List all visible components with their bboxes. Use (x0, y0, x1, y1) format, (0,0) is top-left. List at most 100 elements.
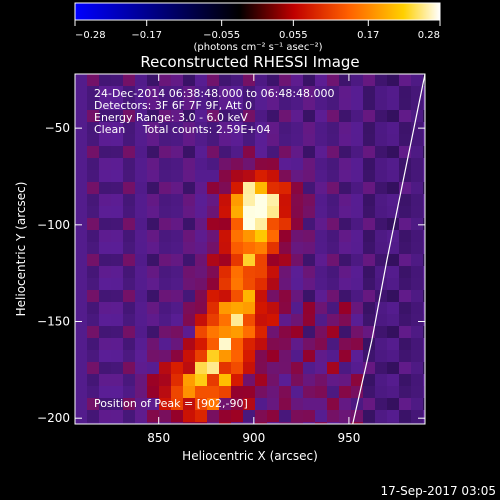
heatmap-cell (219, 242, 232, 255)
heatmap-cell (363, 278, 376, 291)
heatmap-cell (423, 194, 425, 207)
heatmap-cell (255, 386, 268, 399)
heatmap-cell (279, 302, 292, 315)
heatmap-cell (327, 110, 340, 123)
heatmap-cell (171, 146, 184, 159)
heatmap-cell (363, 410, 376, 423)
heatmap-cell (195, 98, 208, 111)
heatmap-cell (147, 266, 160, 279)
x-axis-label: Heliocentric X (arcsec) (182, 449, 318, 463)
heatmap-cell (207, 302, 220, 315)
y-axis-ticks: −50 −100 −150 −200 (37, 121, 425, 425)
heatmap-cell (135, 98, 148, 111)
heatmap-cell (147, 326, 160, 339)
heatmap-cell (279, 230, 292, 243)
heatmap-cell (351, 266, 364, 279)
heatmap-cell (111, 338, 124, 351)
heatmap-cell (327, 86, 340, 99)
heatmap-cell (267, 134, 280, 147)
heatmap-cell (147, 290, 160, 303)
heatmap-cell (171, 278, 184, 291)
heatmap-cell (255, 374, 268, 387)
heatmap-cell (267, 182, 280, 195)
colorbar-ticks: −0.28 −0.17 −0.055 0.055 0.17 0.28 (74, 20, 441, 41)
heatmap-cell (339, 362, 352, 375)
heatmap-cell (123, 254, 136, 267)
heatmap-cell (267, 230, 280, 243)
heatmap-cell (399, 386, 412, 399)
heatmap-cell (411, 218, 424, 231)
heatmap-cell (255, 182, 268, 195)
heatmap-cell (351, 302, 364, 315)
heatmap-cell (75, 398, 88, 411)
heatmap-cell (123, 242, 136, 255)
heatmap-cell (303, 422, 316, 424)
heatmap-cell (279, 350, 292, 363)
heatmap-cell (267, 170, 280, 183)
heatmap-cell (159, 158, 172, 171)
heatmap-cell (375, 158, 388, 171)
heatmap-cell (255, 98, 268, 111)
heatmap-cell (363, 194, 376, 207)
heatmap-cell (123, 338, 136, 351)
heatmap-cell (303, 254, 316, 267)
heatmap-cell (291, 86, 304, 99)
heatmap-cell (171, 194, 184, 207)
heatmap-cell (111, 158, 124, 171)
heatmap-cell (399, 122, 412, 135)
heatmap-cell (123, 362, 136, 375)
heatmap-cell (111, 122, 124, 135)
heatmap-cell (135, 338, 148, 351)
heatmap-cell (255, 278, 268, 291)
heatmap-cell (315, 386, 328, 399)
heatmap-cell (207, 386, 220, 399)
heatmap-cell (303, 386, 316, 399)
heatmap-cell (375, 278, 388, 291)
colorbar: −0.28 −0.17 −0.055 0.055 0.17 0.28 (photons c… (74, 2, 441, 53)
heatmap-cell (363, 290, 376, 303)
heatmap-cell (159, 266, 172, 279)
heatmap-cell (123, 230, 136, 243)
heatmap-cell (171, 314, 184, 327)
heatmap-cell (387, 122, 400, 135)
heatmap-cell (375, 110, 388, 123)
heatmap-cell (99, 122, 112, 135)
heatmap-cell (327, 158, 340, 171)
heatmap-cell (291, 362, 304, 375)
heatmap-cell (87, 290, 100, 303)
heatmap-cell (303, 170, 316, 183)
heatmap-cell (147, 374, 160, 387)
heatmap-cell (243, 170, 256, 183)
heatmap-cell (159, 206, 172, 219)
heatmap-cell (207, 410, 220, 423)
heatmap-cell (339, 134, 352, 147)
heatmap-cell (219, 362, 232, 375)
heatmap-cell (339, 206, 352, 219)
heatmap-cell (315, 110, 328, 123)
heatmap-cell (411, 98, 424, 111)
heatmap-cell (147, 302, 160, 315)
heatmap-cell (123, 278, 136, 291)
heatmap-cell (327, 338, 340, 351)
heatmap-cell (219, 278, 232, 291)
heatmap-cell (135, 158, 148, 171)
x-tick-label: 900 (242, 431, 265, 445)
heatmap-cell (255, 158, 268, 171)
heatmap-cell (99, 86, 112, 99)
heatmap-cell (339, 146, 352, 159)
heatmap-cell (351, 338, 364, 351)
heatmap-cell (87, 242, 100, 255)
heatmap-cell (75, 350, 88, 363)
heatmap-cell (135, 146, 148, 159)
x-tick-label: 950 (337, 431, 360, 445)
heatmap-cell (159, 290, 172, 303)
heatmap-cell (123, 194, 136, 207)
heatmap-cell (315, 98, 328, 111)
heatmap-cell (231, 350, 244, 363)
heatmap-cell (291, 338, 304, 351)
heatmap-cell (255, 122, 268, 135)
heatmap-cell (147, 122, 160, 135)
heatmap-cell (339, 194, 352, 207)
heatmap-cell (279, 206, 292, 219)
heatmap-cell (135, 182, 148, 195)
